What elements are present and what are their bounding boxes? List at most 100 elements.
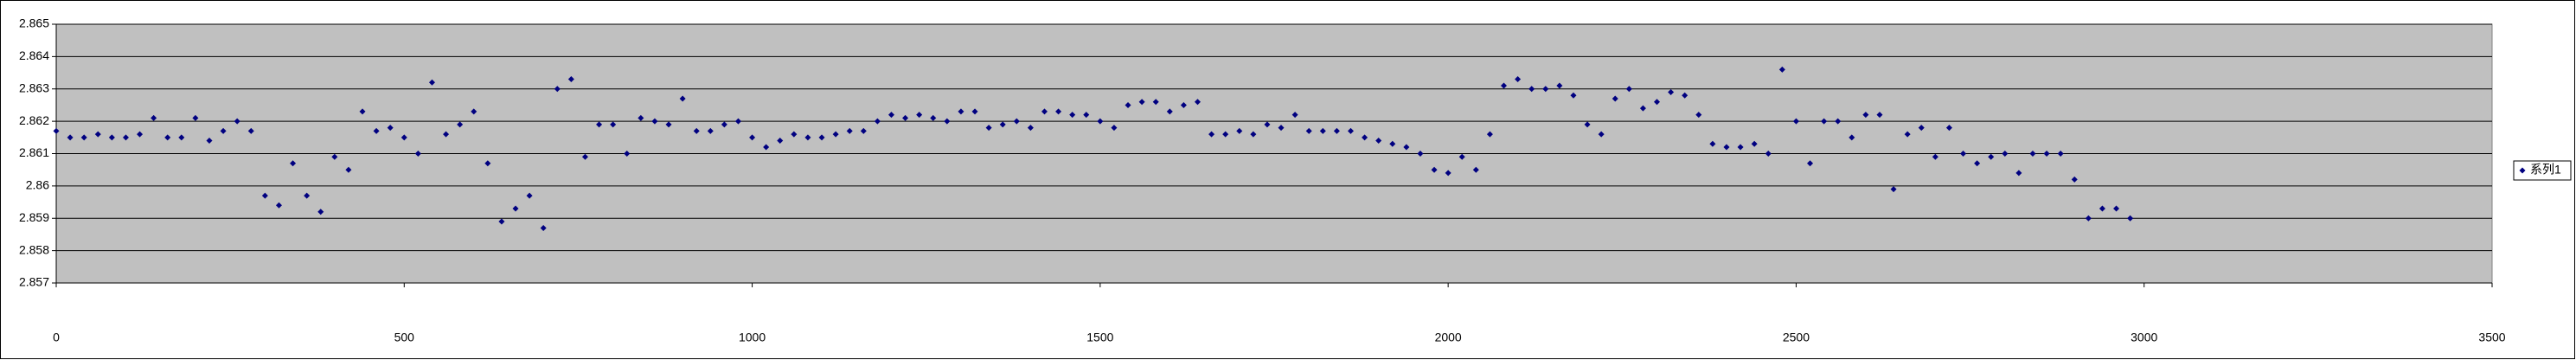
point <box>804 134 811 141</box>
point <box>108 134 115 141</box>
point <box>902 114 909 121</box>
point <box>512 205 519 212</box>
point <box>874 118 881 125</box>
point <box>164 134 171 141</box>
point <box>275 202 282 209</box>
x-tick-label: 3000 <box>2131 331 2157 344</box>
point <box>1668 88 1675 95</box>
point <box>1501 82 1508 89</box>
point <box>206 138 213 145</box>
point <box>1027 125 1034 132</box>
point <box>944 118 951 125</box>
point <box>1389 140 1396 147</box>
point <box>192 114 199 121</box>
point <box>707 127 714 134</box>
point <box>1486 131 1493 138</box>
point <box>1291 112 1298 119</box>
point <box>1111 125 1118 132</box>
point <box>1180 101 1187 108</box>
point <box>958 108 964 115</box>
point <box>1625 86 1632 93</box>
point <box>2099 205 2105 212</box>
point <box>1013 118 1020 125</box>
point <box>220 127 227 134</box>
y-tick-label: 2.859 <box>19 210 49 224</box>
point <box>178 134 185 141</box>
point <box>1918 125 1925 132</box>
point <box>1097 118 1104 125</box>
point <box>1362 134 1368 141</box>
point <box>2015 170 2022 177</box>
point <box>1876 112 1883 119</box>
point <box>317 209 324 215</box>
x-tick-label: 0 <box>53 331 60 344</box>
point <box>1682 92 1688 99</box>
point <box>2071 176 2078 183</box>
point <box>53 127 60 134</box>
point <box>2057 151 2064 157</box>
point <box>734 118 741 125</box>
point <box>916 112 923 119</box>
point <box>2113 205 2120 212</box>
point <box>1222 131 1229 138</box>
point <box>1751 140 1758 147</box>
point <box>1639 105 1646 112</box>
point <box>414 151 421 157</box>
point <box>1849 134 1855 141</box>
point <box>1737 144 1744 151</box>
point <box>1584 121 1591 128</box>
point <box>137 131 144 138</box>
point <box>721 121 727 128</box>
point <box>1125 101 1131 108</box>
legend-marker <box>2519 167 2526 174</box>
point <box>400 134 407 141</box>
point <box>1138 99 1145 106</box>
point <box>888 112 894 119</box>
point <box>1515 76 1522 83</box>
point <box>679 95 686 102</box>
point <box>818 134 825 141</box>
point <box>846 127 853 134</box>
point <box>1598 131 1605 138</box>
point <box>1194 99 1201 106</box>
point <box>471 108 477 115</box>
point <box>1988 153 1995 160</box>
x-tick-label: 2000 <box>1435 331 1462 344</box>
point <box>567 76 574 83</box>
point <box>2127 215 2134 222</box>
point <box>1890 186 1897 193</box>
point <box>1709 140 1716 147</box>
y-tick-label: 2.858 <box>19 242 49 256</box>
point <box>498 218 505 225</box>
point <box>999 121 1006 128</box>
point <box>484 160 491 167</box>
point <box>777 138 784 145</box>
point <box>428 79 435 86</box>
y-tick-label: 2.865 <box>19 16 49 30</box>
point <box>1974 160 1981 167</box>
point <box>331 153 338 160</box>
point <box>1542 86 1549 93</box>
point <box>596 121 603 128</box>
point <box>1445 170 1451 177</box>
point <box>1821 118 1828 125</box>
point <box>247 127 254 134</box>
point <box>1932 153 1938 160</box>
x-tick-label: 3500 <box>2478 331 2505 344</box>
point <box>234 118 240 125</box>
point <box>860 127 867 134</box>
point <box>443 131 450 138</box>
point <box>373 127 380 134</box>
y-tick-label: 2.864 <box>19 48 49 62</box>
point <box>665 121 672 128</box>
point <box>693 127 700 134</box>
y-tick-label: 2.862 <box>19 113 49 127</box>
point <box>651 118 658 125</box>
point <box>1862 112 1869 119</box>
point <box>94 131 101 138</box>
point <box>1305 127 1312 134</box>
point <box>763 144 770 151</box>
point <box>261 192 268 199</box>
point <box>2029 151 2036 157</box>
